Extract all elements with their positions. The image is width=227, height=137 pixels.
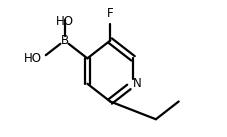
Text: HO: HO: [24, 52, 42, 65]
Text: F: F: [106, 7, 113, 20]
Text: N: N: [132, 77, 141, 90]
Text: HO: HO: [55, 15, 73, 28]
Text: B: B: [60, 34, 68, 47]
